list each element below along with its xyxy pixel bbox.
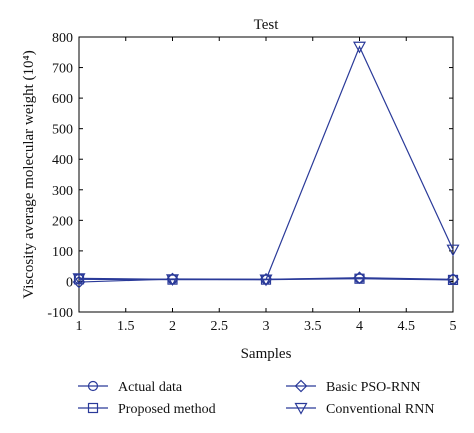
series-conventional-rnn bbox=[72, 41, 460, 287]
y-tick-label: 700 bbox=[52, 62, 73, 77]
x-axis-label: Samples bbox=[241, 346, 292, 362]
y-tick-label: 400 bbox=[52, 153, 73, 168]
legend-label: Proposed method bbox=[118, 402, 216, 417]
y-axis-label: Viscosity average molecular weight (10⁴) bbox=[21, 50, 37, 298]
series-layer bbox=[72, 41, 460, 289]
legend-marker bbox=[87, 402, 99, 414]
legend-item: Proposed method bbox=[78, 402, 216, 417]
data-point bbox=[352, 41, 367, 54]
x-tick-label: 4.5 bbox=[398, 319, 416, 334]
y-tick-label: -100 bbox=[47, 306, 73, 321]
legend-label: Basic PSO-RNN bbox=[326, 380, 421, 395]
data-point bbox=[446, 244, 460, 257]
x-tick-label: 5 bbox=[450, 319, 457, 334]
x-tick-label: 1.5 bbox=[117, 319, 135, 334]
legend-label: Conventional RNN bbox=[326, 402, 435, 417]
data-point bbox=[259, 274, 273, 287]
x-tick-label: 3 bbox=[263, 319, 270, 334]
y-tick-label: 300 bbox=[52, 184, 73, 199]
legend-label: Actual data bbox=[118, 380, 183, 395]
legend-marker bbox=[294, 379, 308, 393]
x-tick-label: 4 bbox=[356, 319, 363, 334]
y-tick-label: 800 bbox=[52, 31, 73, 46]
data-point bbox=[72, 275, 86, 289]
y-tick-label: 500 bbox=[52, 123, 73, 138]
x-tick-label: 1 bbox=[76, 319, 83, 334]
x-tick-label: 3.5 bbox=[304, 319, 322, 334]
legend-marker bbox=[294, 402, 308, 415]
axis-ticks: 1 1.5 2 2.5 3 3.5 4 4.5 5 -100 0 100 200 300 400 500 600… bbox=[47, 31, 456, 334]
series-line bbox=[78, 45, 454, 281]
y-tick-label: 0 bbox=[66, 275, 73, 290]
data-point bbox=[72, 273, 86, 286]
legend-item: Actual data bbox=[78, 380, 183, 395]
y-tick-label: 200 bbox=[52, 214, 73, 229]
legend-marker bbox=[87, 380, 99, 392]
legend: Actual data Proposed method Basic PSO-RNN C… bbox=[78, 379, 435, 417]
legend-item: Conventional RNN bbox=[286, 402, 435, 417]
x-tick-label: 2.5 bbox=[211, 319, 229, 334]
data-point bbox=[165, 274, 180, 287]
y-tick-label: 600 bbox=[52, 92, 73, 107]
data-point bbox=[353, 271, 366, 285]
x-tick-label: 2 bbox=[169, 319, 176, 334]
plot-area bbox=[78, 36, 454, 313]
data-point bbox=[446, 272, 460, 286]
y-tick-label: 100 bbox=[52, 245, 73, 260]
chart-title: Test bbox=[254, 17, 280, 33]
legend-item: Basic PSO-RNN bbox=[286, 379, 421, 395]
